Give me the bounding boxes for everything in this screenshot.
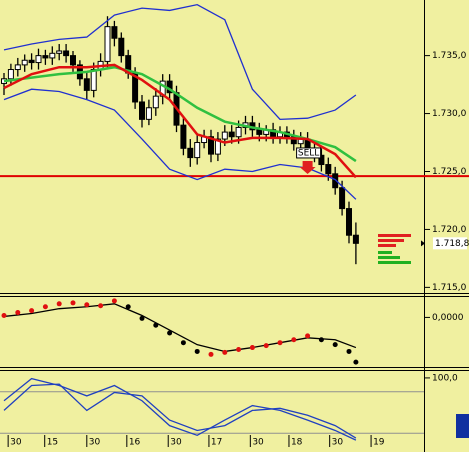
sar-dot bbox=[318, 337, 324, 343]
x-tick-label: 16 bbox=[129, 438, 141, 448]
sar-dot bbox=[167, 330, 173, 336]
candle-body bbox=[145, 107, 152, 120]
sar-dot bbox=[353, 359, 359, 365]
sar-dot bbox=[139, 315, 145, 321]
y-tick-label: 1.725,0 bbox=[432, 167, 467, 177]
candle-body bbox=[256, 129, 263, 135]
price-arrow bbox=[421, 240, 425, 247]
candle-body bbox=[104, 26, 111, 62]
y-tick-label: 1.735,0 bbox=[432, 51, 467, 61]
candle-body bbox=[49, 52, 56, 59]
y-tick-label: 1.715,0 bbox=[432, 283, 467, 293]
indicator-line bbox=[3, 303, 357, 353]
y-tick-label: 0,0000 bbox=[432, 313, 464, 323]
sar-dot bbox=[277, 340, 283, 346]
candle-body bbox=[139, 101, 146, 120]
sar-dot bbox=[263, 343, 269, 349]
x-tick-label: 18 bbox=[291, 438, 303, 448]
x-tick-label: 30 bbox=[89, 438, 101, 448]
candle-body bbox=[339, 187, 346, 210]
profile-bar bbox=[378, 234, 411, 237]
sar-dot bbox=[42, 304, 48, 310]
candle-body bbox=[118, 37, 125, 57]
sar-dot bbox=[305, 333, 311, 339]
signal-label: SELL bbox=[298, 148, 319, 158]
sar-dot bbox=[153, 322, 159, 328]
x-tick-label: 30 bbox=[10, 438, 22, 448]
signal-box bbox=[296, 147, 322, 159]
sar-dot bbox=[125, 304, 131, 310]
candle-body bbox=[352, 234, 359, 244]
candle-body bbox=[235, 126, 242, 138]
sar-dot bbox=[1, 312, 7, 318]
x-tick-label: 17 bbox=[211, 438, 222, 448]
sar-dot bbox=[332, 342, 338, 348]
candle-body bbox=[70, 55, 77, 66]
profile-bar bbox=[378, 261, 411, 264]
signal-arrow bbox=[299, 160, 316, 174]
sar-dot bbox=[346, 348, 352, 354]
y-tick-label: 1.730,0 bbox=[432, 109, 467, 119]
candle-body bbox=[318, 154, 325, 166]
candle-body bbox=[214, 138, 221, 155]
candle-body bbox=[83, 78, 90, 91]
sar-dot bbox=[249, 345, 255, 351]
sar-dot bbox=[15, 310, 21, 316]
sar-dot bbox=[56, 301, 62, 307]
sar-dot bbox=[208, 351, 214, 357]
candle-body bbox=[7, 69, 14, 80]
volume-profile bbox=[378, 234, 411, 264]
sar-dot bbox=[180, 340, 186, 346]
sar-dot bbox=[70, 300, 76, 306]
candle-body bbox=[28, 59, 35, 64]
price-label: 1.718,8 bbox=[435, 239, 469, 249]
candle-body bbox=[332, 173, 339, 189]
corner-icon bbox=[456, 414, 469, 438]
candle-body bbox=[63, 50, 70, 57]
indicator-line bbox=[3, 377, 357, 441]
candle-body bbox=[207, 136, 214, 155]
indicator-line bbox=[3, 63, 357, 179]
candle-body bbox=[194, 142, 201, 159]
sar-dot bbox=[111, 298, 117, 304]
sar-dot bbox=[194, 348, 200, 354]
candle-body bbox=[111, 26, 118, 39]
candle-body bbox=[221, 131, 228, 140]
candle-body bbox=[14, 64, 21, 71]
profile-bar bbox=[378, 256, 400, 259]
candle-body bbox=[21, 59, 28, 66]
profile-bar bbox=[378, 251, 392, 254]
y-tick-label: 100,0 bbox=[432, 373, 458, 383]
candle-body bbox=[325, 164, 332, 175]
x-tick-label: 30 bbox=[170, 438, 182, 448]
sar-dot bbox=[291, 337, 297, 343]
price-box bbox=[433, 237, 467, 250]
profile-bar bbox=[378, 244, 396, 247]
x-tick-label: 15 bbox=[47, 438, 58, 448]
candle-body bbox=[152, 95, 159, 109]
sar-dot bbox=[29, 308, 35, 314]
indicator-line bbox=[3, 3, 357, 121]
candle-body bbox=[35, 55, 42, 64]
candle-body bbox=[187, 147, 194, 159]
candle-body bbox=[228, 131, 235, 138]
x-tick-label: 30 bbox=[332, 438, 344, 448]
sar-dot bbox=[222, 349, 228, 355]
indicator-line bbox=[3, 383, 357, 439]
y-tick-label: 1.720,0 bbox=[432, 225, 467, 235]
sar-dot bbox=[84, 302, 90, 308]
profile-bar bbox=[378, 239, 404, 242]
candle-body bbox=[56, 50, 63, 54]
x-tick-label: 30 bbox=[252, 438, 264, 448]
sar-dot bbox=[236, 347, 242, 352]
candle-body bbox=[90, 69, 97, 91]
candle-body bbox=[345, 208, 352, 236]
candle-body bbox=[180, 124, 187, 149]
candle-body bbox=[42, 55, 49, 59]
x-tick-label: 19 bbox=[373, 438, 385, 448]
sar-dot bbox=[98, 303, 104, 309]
